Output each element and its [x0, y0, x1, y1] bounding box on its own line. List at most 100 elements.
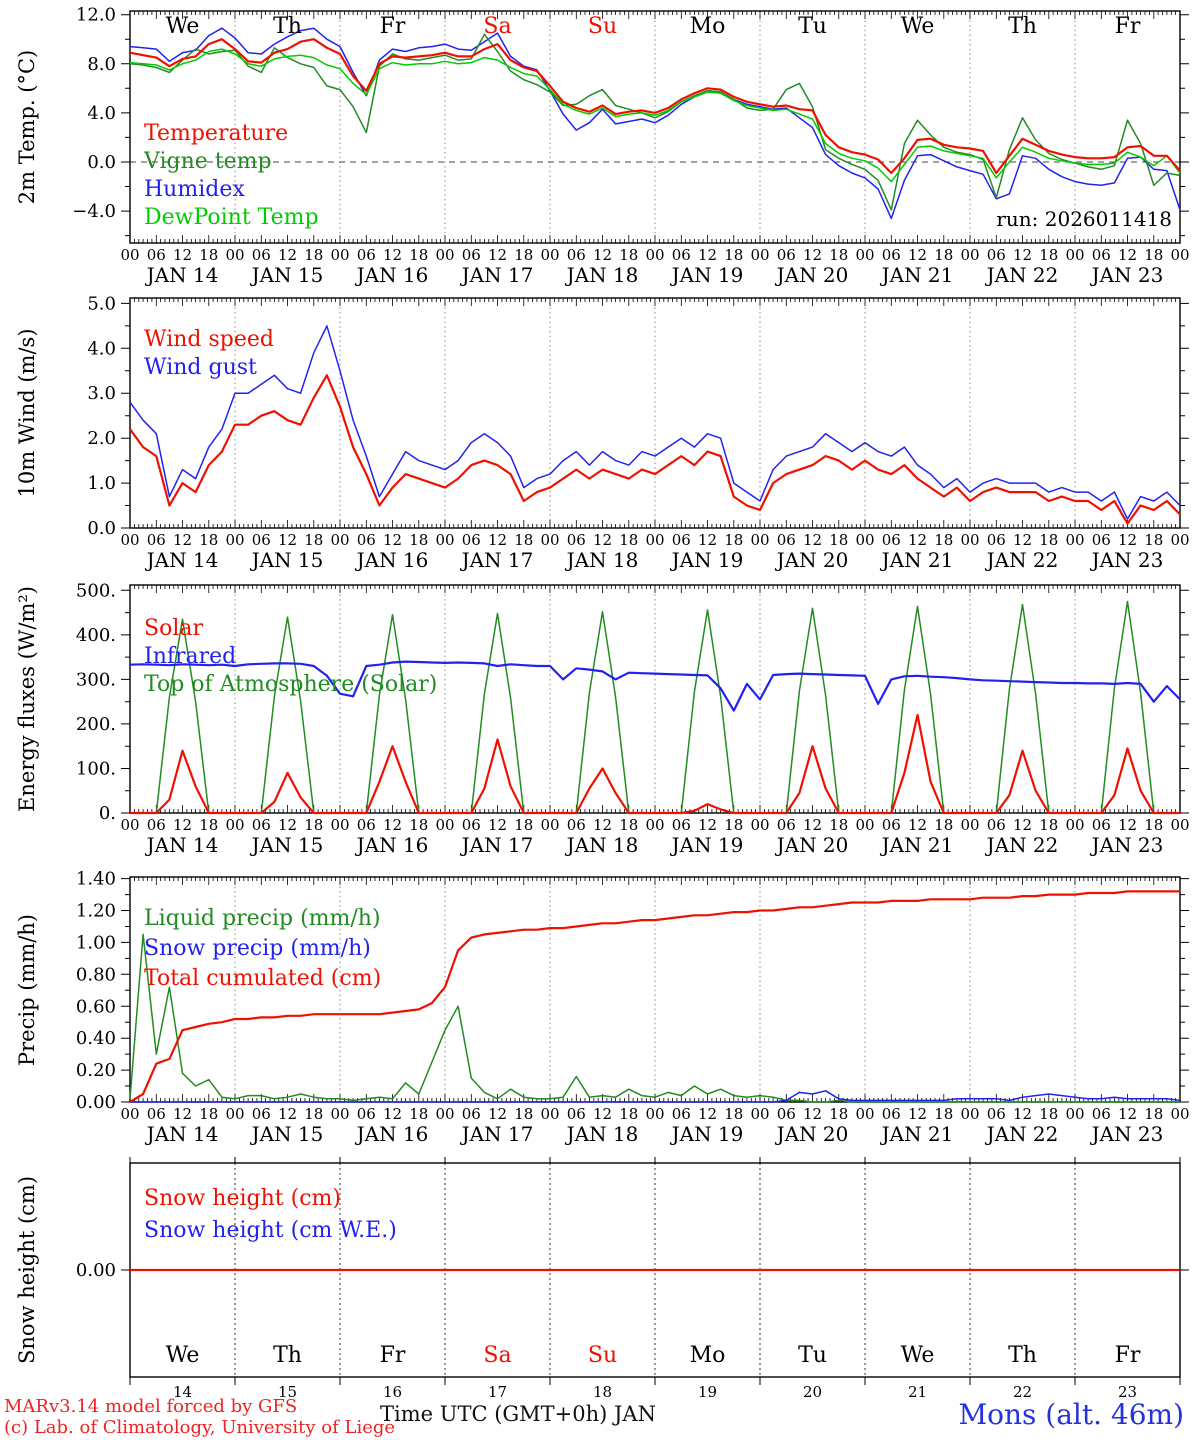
hour-label: 06: [462, 531, 481, 549]
hour-label: 18: [619, 246, 638, 264]
hour-label: 00: [960, 531, 979, 549]
hour-label: 12: [593, 816, 612, 834]
hour-label: 12: [488, 1105, 507, 1123]
y-tick-label: 1.00: [76, 932, 116, 953]
date-label: JAN 20: [775, 833, 849, 857]
hour-label: 06: [672, 816, 691, 834]
hour-label: 06: [567, 246, 586, 264]
series-infrared: [129, 660, 1181, 712]
hour-label: 06: [777, 816, 796, 834]
hour-label: 12: [698, 246, 717, 264]
legend-liquid-precip-mm-h: Liquid precip (mm/h): [144, 906, 381, 931]
date-label: JAN 15: [250, 1122, 324, 1146]
day-name-bottom: Th: [273, 1343, 302, 1368]
day-number: 19: [698, 1383, 717, 1401]
panel-energy: 500. 400. 300. 200. 100. 0. Energy fluxes (W/m…: [15, 580, 1190, 857]
hour-label: 12: [488, 246, 507, 264]
hour-label: 12: [173, 816, 192, 834]
day-number: 15: [278, 1383, 297, 1401]
hour-label: 06: [147, 816, 166, 834]
hour-label: 00: [855, 1105, 874, 1123]
hour-label: 18: [304, 816, 323, 834]
hour-label: 00: [330, 531, 349, 549]
day-name-bottom: Th: [1008, 1343, 1037, 1368]
date-label: JAN 18: [565, 548, 639, 572]
y-axis-title: 10m Wind (m/s): [15, 328, 39, 497]
day-name-bottom: Sa: [483, 1343, 511, 1368]
station-label: Mons (alt. 46m): [958, 1398, 1184, 1431]
hour-label: 00: [435, 1105, 454, 1123]
hour-label: 18: [619, 1105, 638, 1123]
day-number: 21: [908, 1383, 927, 1401]
hour-label: 18: [1144, 1105, 1163, 1123]
hour-label: 06: [1092, 531, 1111, 549]
legend-total-cumulated-cm: Total cumulated (cm): [144, 966, 381, 991]
credit-model-label: MARv3.14 model forced by GFS: [4, 1396, 298, 1417]
hour-label: 00: [540, 531, 559, 549]
hour-ticks: [129, 585, 1181, 813]
hour-label: 12: [1013, 1105, 1032, 1123]
y-tick-label: 0.: [99, 803, 116, 824]
hour-label: 18: [1144, 246, 1163, 264]
hour-label: 18: [409, 531, 428, 549]
hour-label: 18: [304, 1105, 323, 1123]
hour-label: 18: [304, 246, 323, 264]
date-label: JAN 19: [670, 548, 744, 572]
hour-label: 12: [1013, 816, 1032, 834]
hour-label: 00: [750, 531, 769, 549]
y-tick-label: 1.0: [87, 473, 116, 494]
series-wind-speed: [129, 374, 1181, 525]
hour-label: 00: [120, 531, 139, 549]
y-axis-title: Energy fluxes (W/m²): [15, 586, 39, 812]
date-label: JAN 22: [985, 833, 1059, 857]
y-tick-label: 5.0: [87, 293, 116, 314]
hour-label: 06: [882, 246, 901, 264]
hour-label: 00: [855, 246, 874, 264]
hour-label: 00: [645, 816, 664, 834]
hour-label: 06: [987, 816, 1006, 834]
hour-label: 06: [252, 1105, 271, 1123]
date-label: JAN 14: [145, 1122, 219, 1146]
hour-label: 00: [1065, 531, 1084, 549]
hour-label: 18: [619, 531, 638, 549]
hour-label: 18: [514, 246, 533, 264]
hour-label: 06: [1092, 246, 1111, 264]
day-name-top: We: [166, 14, 200, 39]
date-label: JAN 23: [1090, 1122, 1164, 1146]
y-axis-title: 2m Temp. (°C): [15, 50, 39, 204]
legend-dewpoint-temp: DewPoint Temp: [144, 205, 319, 230]
hour-label: 00: [855, 531, 874, 549]
series-humidex: [129, 27, 1181, 220]
hour-label: 12: [488, 816, 507, 834]
hour-label: 12: [173, 531, 192, 549]
hour-label: 00: [1170, 1105, 1189, 1123]
hour-label: 00: [435, 246, 454, 264]
date-label: JAN 16: [355, 263, 429, 287]
hour-label: 12: [1118, 1105, 1137, 1123]
hour-label: 12: [1118, 816, 1137, 834]
y-tick-label: 3.0: [87, 383, 116, 404]
date-label: JAN 19: [670, 833, 744, 857]
y-ticks: [121, 14, 1189, 237]
hour-label: 12: [593, 1105, 612, 1123]
series-snow-precip: [130, 1090, 1181, 1103]
hour-label: 00: [750, 816, 769, 834]
y-tick-label: 8.0: [87, 54, 116, 75]
hour-label: 18: [724, 816, 743, 834]
hour-label: 00: [1170, 246, 1189, 264]
hour-label: 06: [777, 246, 796, 264]
hour-label: 06: [357, 246, 376, 264]
date-label: JAN 22: [985, 1122, 1059, 1146]
y-ticks: [121, 302, 1189, 529]
hour-label: 12: [383, 246, 402, 264]
hour-label: 00: [960, 1105, 979, 1123]
series-temperature: [129, 38, 1181, 175]
day-name-top: Sa: [483, 14, 511, 39]
hour-label: 12: [908, 246, 927, 264]
legend-snow-height-cm-w-e: Snow height (cm W.E.): [144, 1218, 397, 1243]
time-axis-label: Time UTC (GMT+0h) JAN: [380, 1402, 656, 1426]
hour-label: 00: [540, 1105, 559, 1123]
hour-label: 06: [567, 531, 586, 549]
hour-label: 12: [803, 531, 822, 549]
series-total-cumulated: [129, 890, 1180, 1103]
